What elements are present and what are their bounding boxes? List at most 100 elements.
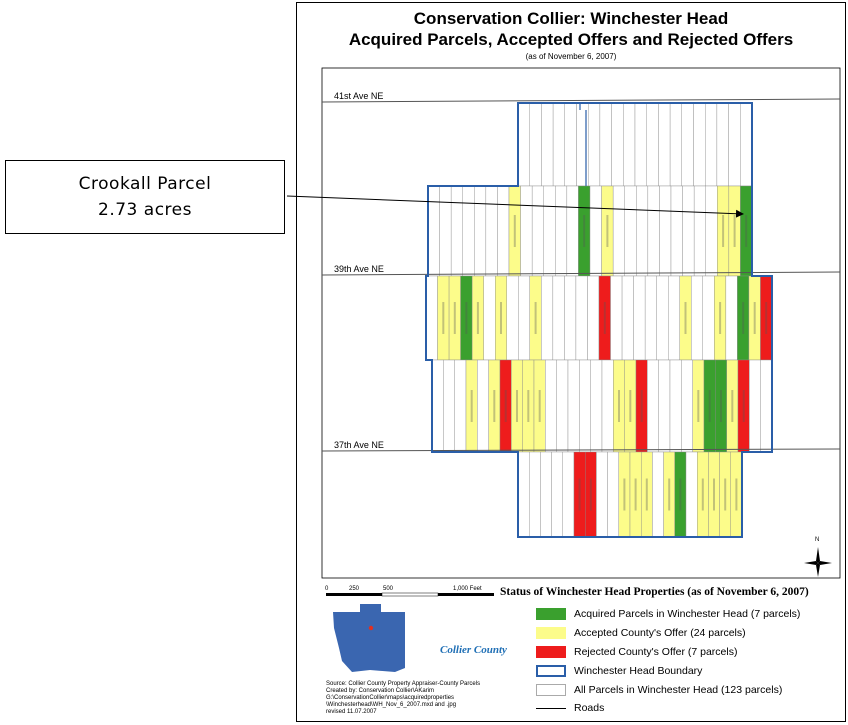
- parcel: [483, 275, 496, 361]
- callout-arrow: [286, 195, 744, 218]
- parcel: [562, 451, 575, 538]
- callout-parcel-name: Crookall Parcel: [78, 174, 212, 194]
- parcel-owner-label: [720, 390, 722, 422]
- parcel: [670, 185, 683, 277]
- parcel-owner-label: [470, 390, 473, 422]
- parcel: [425, 275, 438, 361]
- roads: 41st Ave NE 39th Ave NE 37th Ave NE: [321, 91, 841, 452]
- parcel: [477, 359, 489, 453]
- map-subtitle: (as of November 6, 2007): [525, 52, 617, 61]
- parcel-owner-label: [742, 302, 745, 334]
- parcel: [705, 102, 718, 187]
- winchester-head-location-dot: [368, 625, 374, 631]
- parcel: [646, 102, 659, 187]
- parcel: [691, 275, 704, 361]
- parcel: [590, 359, 603, 453]
- scale-label-500: 500: [383, 586, 394, 592]
- parcel: [566, 185, 579, 277]
- callout-parcel-acreage: 2.73 acres: [98, 200, 192, 220]
- county-locator-map: [333, 604, 405, 672]
- scale-label-250: 250: [349, 586, 360, 592]
- parcel-owner-label: [516, 390, 518, 422]
- parcel: [621, 275, 634, 361]
- legend-title: Status of Winchester Head Properties (as…: [500, 586, 809, 598]
- parcel: [716, 102, 729, 187]
- source-line-5: revised 11.07.2007: [326, 709, 377, 715]
- parcel: [485, 185, 498, 277]
- legend-label-rejected: Rejected County's Offer (7 parcels): [574, 646, 738, 658]
- parcel-owner-label: [733, 215, 736, 247]
- parcel: [681, 102, 694, 187]
- parcel-owner-label: [589, 478, 592, 511]
- winchester-head-boundary: [425, 102, 773, 538]
- parcel: [685, 451, 698, 538]
- parcel: [567, 359, 580, 453]
- source-line-2: Created by: Conservation Collier\AKarim: [326, 688, 435, 694]
- parcel: [633, 275, 646, 361]
- parcel: [587, 275, 600, 361]
- parcel-owner-label: [527, 390, 530, 422]
- parcel: [541, 275, 554, 361]
- parcel: [517, 102, 530, 187]
- parcel: [552, 102, 565, 187]
- legend-label-accepted: Accepted County's Offer (24 parcels): [574, 627, 746, 639]
- parcel: [647, 185, 660, 277]
- parcel: [607, 451, 619, 538]
- legend-label-boundary: Winchester Head Boundary: [574, 665, 703, 677]
- parcel: [612, 185, 625, 277]
- parcel-owner-label: [722, 215, 725, 247]
- parcel: [541, 102, 554, 187]
- parcel-grid: [425, 102, 773, 538]
- parcel: [702, 275, 715, 361]
- map-title-line-2: Acquired Parcels, Accepted Offers and Re…: [348, 30, 794, 49]
- parcel: [658, 359, 671, 453]
- parcel: [589, 185, 602, 277]
- road-label: 37th Ave NE: [334, 440, 384, 450]
- legend-label-parcels: All Parcels in Winchester Head (123 parc…: [574, 684, 783, 696]
- parcel: [749, 359, 761, 453]
- parcel-owner-label: [606, 215, 609, 247]
- parcel: [728, 102, 741, 187]
- parcel: [579, 359, 591, 453]
- parcel-owner-label: [713, 478, 715, 511]
- legend-swatch-rejected: [536, 646, 566, 658]
- parcel: [624, 185, 637, 277]
- parcel-owner-label: [583, 215, 586, 247]
- parcel: [564, 102, 577, 187]
- parcel-owner-label: [500, 302, 502, 334]
- parcel-owner-label: [493, 390, 496, 422]
- parcel: [431, 359, 444, 453]
- parcel-owner-label: [719, 302, 722, 334]
- parcel: [725, 275, 738, 361]
- parcel: [564, 275, 577, 361]
- parcel-owner-label: [745, 215, 748, 247]
- collier-county-logo: Collier County: [440, 644, 507, 656]
- parcel-owner-label: [742, 390, 745, 422]
- scale-bar: [326, 592, 494, 597]
- parcel: [575, 275, 588, 361]
- parcel-owner-label: [504, 390, 507, 422]
- parcel-owner-label: [697, 390, 700, 422]
- road-label: 39th Ave NE: [334, 264, 384, 274]
- parcel: [520, 185, 533, 277]
- parcel: [611, 102, 624, 187]
- parcel: [518, 275, 531, 361]
- crookall-parcel-callout: Crookall Parcel 2.73 acres: [5, 160, 285, 234]
- parcel-owner-label: [668, 478, 671, 511]
- parcel: [497, 185, 510, 277]
- parcel: [552, 275, 565, 361]
- north-label: N: [815, 537, 819, 543]
- parcel: [545, 359, 557, 453]
- parcel-owner-label: [513, 215, 516, 247]
- legend-swatch-parcels: [536, 684, 566, 696]
- road-line: [321, 448, 841, 452]
- legend-item-accepted: Accepted County's Offer (24 parcels): [536, 625, 746, 641]
- parcel-owner-label: [731, 390, 734, 422]
- parcel: [644, 275, 657, 361]
- parcel-owner-label: [603, 302, 606, 334]
- parcel: [601, 359, 614, 453]
- parcel: [623, 102, 636, 187]
- parcel: [669, 102, 682, 187]
- parcel-owner-label: [629, 390, 632, 422]
